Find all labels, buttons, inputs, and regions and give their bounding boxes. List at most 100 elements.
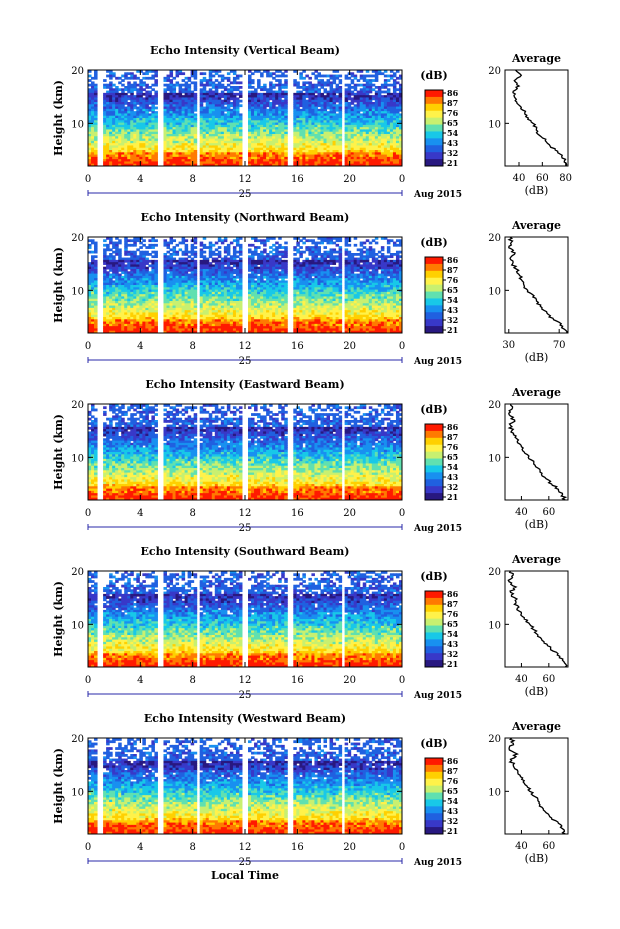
colorbar-segment	[425, 771, 443, 780]
profile-y-tick-label: 10	[488, 119, 501, 130]
date-label: Aug 2015	[413, 357, 462, 367]
x-tick-label: 4	[137, 341, 143, 352]
colorbar-tick-label: 76	[447, 609, 459, 619]
colorbar-tick-label: 87	[447, 599, 458, 609]
profile-title: Average	[511, 553, 561, 566]
colorbar-segment	[425, 152, 443, 160]
profile-x-tick-label: 40	[515, 507, 528, 518]
colorbar-segment	[425, 145, 443, 153]
day-label: 25	[239, 189, 252, 200]
profile-y-tick-label: 20	[488, 734, 501, 745]
profile-title: Average	[511, 52, 561, 65]
date-label: Aug 2015	[413, 190, 462, 200]
colorbar-unit: (dB)	[420, 236, 447, 249]
colorbar-tick-label: 76	[447, 275, 459, 285]
heatmap-cells	[88, 738, 403, 835]
colorbar-segment	[425, 326, 443, 334]
colorbar-tick-label: 43	[447, 138, 459, 148]
profile-x-tick-label: 40	[515, 841, 528, 852]
panel-title: Echo Intensity (Southward Beam)	[141, 545, 350, 558]
profile-curve	[507, 570, 568, 668]
x-tick-label: 12	[239, 508, 252, 519]
colorbar-unit: (dB)	[420, 403, 447, 416]
x-tick-label: 12	[239, 675, 252, 686]
colorbar-segment	[425, 792, 443, 800]
colorbar-segment	[425, 493, 443, 501]
colorbar-tick-label: 32	[447, 315, 458, 325]
colorbar-segment	[425, 312, 443, 320]
heatmap-cells	[88, 571, 403, 668]
colorbar-segment	[425, 298, 443, 306]
x-tick-label: 4	[137, 508, 143, 519]
colorbar-segment	[425, 653, 443, 661]
colorbar-segment	[425, 764, 443, 773]
colorbar-tick-label: 43	[447, 305, 459, 315]
colorbar-tick-label: 76	[447, 442, 459, 452]
colorbar-unit: (dB)	[420, 570, 447, 583]
colorbar-segment	[425, 263, 443, 272]
x-tick-label: 16	[291, 508, 304, 519]
profile-x-tick-label: 60	[536, 173, 549, 184]
day-label: 25	[239, 523, 252, 534]
colorbar-tick-label: 21	[447, 325, 458, 335]
colorbar-segment	[425, 424, 443, 432]
panel-title: Echo Intensity (Vertical Beam)	[150, 44, 340, 57]
profile-x-tick-label: 40	[513, 173, 526, 184]
x-tick-label: 0	[85, 842, 91, 853]
colorbar-segment	[425, 131, 443, 139]
x-tick-label: 4	[137, 842, 143, 853]
y-axis-label: Height (km)	[52, 581, 65, 657]
colorbar-tick-label: 86	[447, 88, 459, 98]
x-tick-label: 8	[189, 174, 195, 185]
colorbar-tick-label: 65	[447, 619, 458, 629]
colorbar-segment	[425, 806, 443, 814]
colorbar-tick-label: 76	[447, 108, 459, 118]
colorbar-segment	[425, 758, 443, 766]
x-tick-label: 4	[137, 174, 143, 185]
colorbar-segment	[425, 591, 443, 599]
colorbar-tick-label: 65	[447, 452, 458, 462]
colorbar-segment	[425, 284, 443, 292]
colorbar-tick-label: 54	[447, 629, 459, 639]
x-tick-label: 16	[291, 675, 304, 686]
colorbar-tick-label: 21	[447, 826, 458, 836]
colorbar-segment	[425, 90, 443, 98]
colorbar-segment	[425, 820, 443, 828]
colorbar-frame	[424, 89, 444, 167]
colorbar-segment	[425, 597, 443, 606]
colorbar-tick-label: 54	[447, 128, 459, 138]
colorbar-tick-label: 21	[447, 659, 458, 669]
profile-y-tick-label: 20	[488, 233, 501, 244]
date-label: Aug 2015	[413, 691, 462, 701]
colorbar-frame	[424, 757, 444, 835]
x-tick-label: 8	[189, 842, 195, 853]
x-tick-label: 20	[343, 341, 356, 352]
x-tick-label: 0	[399, 341, 405, 352]
profile-y-tick-label: 20	[488, 66, 501, 77]
profile-curve	[507, 236, 568, 334]
colorbar-tick-label: 21	[447, 492, 458, 502]
x-tick-label: 8	[189, 341, 195, 352]
y-tick-label: 10	[71, 119, 84, 130]
x-tick-label: 0	[85, 341, 91, 352]
colorbar-tick-label: 87	[447, 766, 458, 776]
colorbar-segment	[425, 430, 443, 439]
colorbar-segment	[425, 305, 443, 313]
colorbar-tick-label: 54	[447, 462, 459, 472]
colorbar-tick-label: 87	[447, 432, 458, 442]
footer-local-time-label: Local Time	[211, 869, 279, 882]
colorbar-frame	[424, 590, 444, 668]
colorbar-tick-label: 86	[447, 589, 459, 599]
x-tick-label: 0	[85, 508, 91, 519]
profile-x-tick-label: 30	[502, 340, 515, 351]
colorbar-segment	[425, 611, 443, 620]
colorbar-segment	[425, 277, 443, 286]
colorbar-segment	[425, 451, 443, 459]
colorbar-segment	[425, 270, 443, 279]
colorbar-tick-label: 43	[447, 806, 459, 816]
panel-title: Echo Intensity (Eastward Beam)	[145, 378, 344, 391]
profile-frame	[504, 737, 569, 835]
x-tick-label: 16	[291, 174, 304, 185]
y-axis-label: Height (km)	[52, 80, 65, 156]
x-tick-label: 8	[189, 508, 195, 519]
